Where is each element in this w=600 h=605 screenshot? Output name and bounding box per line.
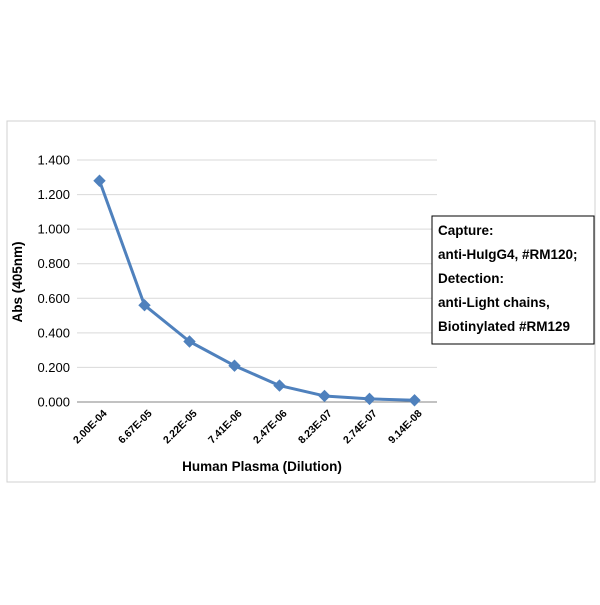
y-tick-label: 0.200 [37,360,70,375]
data-point [183,335,196,348]
legend: Capture: anti-HuIgG4, #RM120; Detection:… [431,215,595,345]
y-tick-label: 0.400 [37,325,70,340]
series-line [98,180,415,402]
y-tick-label: 0.000 [37,395,70,410]
legend-line: Detection: [438,271,504,286]
legend-line: anti-HuIgG4, #RM120; [438,247,578,262]
data-point [318,389,331,403]
data-point [273,379,286,392]
data-point [93,174,106,187]
y-tick-label: 1.200 [37,187,70,202]
gridlines [77,159,437,403]
legend-line: anti-Light chains, [438,295,550,310]
y-tick-label: 0.600 [37,291,70,306]
y-tick-label: 1.000 [37,222,70,237]
x-axis-title: Human Plasma (Dilution) [182,459,342,474]
y-axis-title: Abs (405nm) [10,241,25,322]
legend-box [431,215,595,345]
data-point [363,392,376,406]
series-layer [93,174,421,407]
data-point [228,359,241,372]
y-axis-ticks: 0.000 0.200 0.400 0.600 0.800 1.000 1.200 1.400 [37,153,70,410]
legend-line: Biotinylated #RM129 [438,319,570,334]
data-point [408,394,421,407]
data-point [138,298,151,312]
legend-line: Capture: [438,223,494,238]
y-tick-label: 0.800 [37,256,70,271]
y-tick-label: 1.400 [37,153,70,168]
